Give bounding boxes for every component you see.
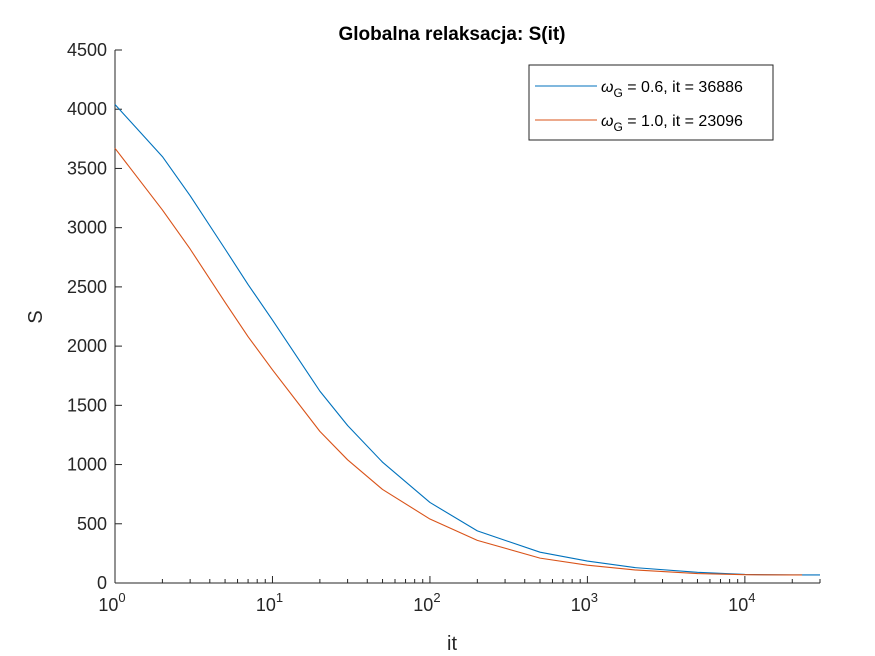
series-line-2 (114, 147, 803, 576)
y-axis: 0 500 1000 1500 2000 2500 3000 3500 4000 4500 (67, 40, 122, 593)
y-tick-label: 500 (77, 514, 107, 534)
x-tick-label: 101 (256, 590, 283, 615)
x-tick-label: 100 (98, 590, 125, 615)
x-axis: 100 101 102 103 104 (98, 576, 821, 615)
x-tick-label: 102 (413, 590, 440, 615)
legend-box (528, 64, 774, 141)
legend: ωG = 0.6, it = 36886 ωG = 1.0, it = 23096 (528, 64, 774, 141)
series-line-1 (114, 104, 820, 576)
legend-label-1: ωG = 0.6, it = 36886 (601, 79, 743, 100)
y-tick-label: 1500 (67, 395, 107, 415)
y-tick-label: 1000 (67, 455, 107, 475)
y-tick-label: 0 (97, 573, 107, 593)
chart-title: Globalna relaksacja: S(it) (338, 24, 565, 45)
x-tick-label: 104 (728, 590, 755, 615)
y-tick-label: 3000 (67, 218, 107, 238)
y-axis-label: S (25, 310, 47, 323)
y-tick-label: 2500 (67, 277, 107, 297)
y-tick-label: 2000 (67, 336, 107, 356)
legend-label-2: ωG = 1.0, it = 23096 (601, 113, 743, 134)
y-tick-label: 3500 (67, 158, 107, 178)
y-tick-label: 4000 (67, 99, 107, 119)
x-axis-label: it (447, 633, 457, 655)
series-layer (114, 104, 820, 576)
x-tick-label: 103 (571, 590, 598, 615)
y-tick-label: 4500 (67, 40, 107, 60)
